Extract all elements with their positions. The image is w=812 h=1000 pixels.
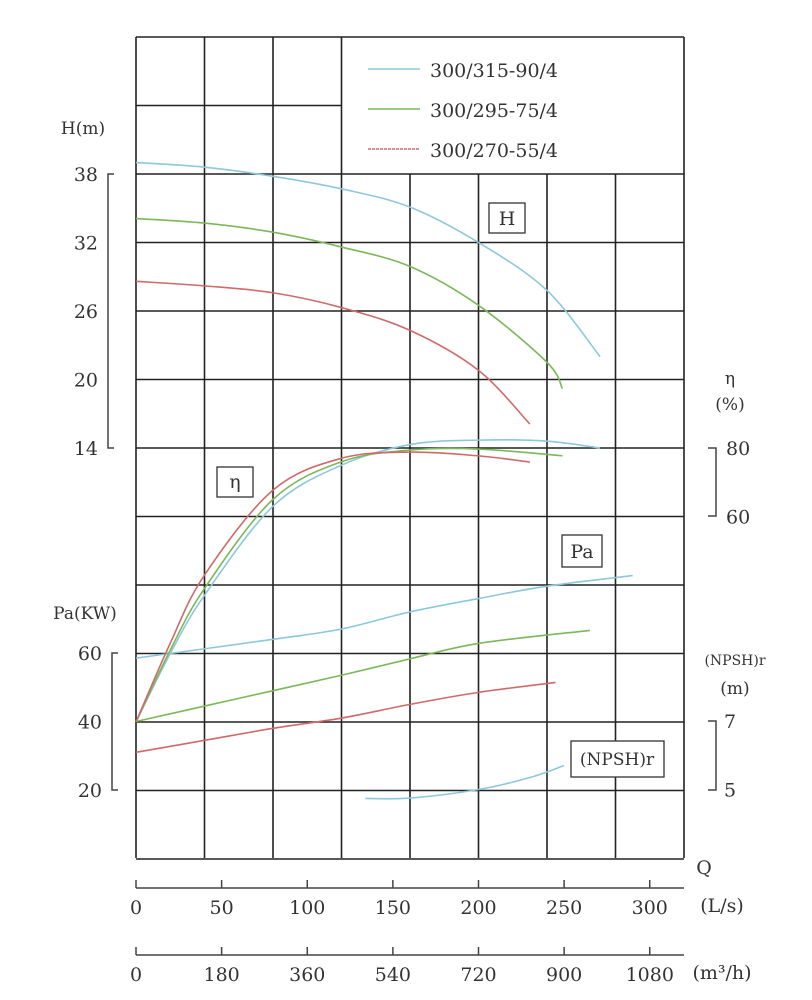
legend-label-2: 300/295-75/4: [430, 100, 558, 122]
q-m3h-tick-label: 0: [130, 964, 142, 986]
H-tick-label: 14: [74, 438, 98, 460]
q-ls-unit: (L/s): [700, 895, 744, 917]
Pa-tick-label: 60: [78, 643, 102, 665]
legend-label-1: 300/315-90/4: [430, 60, 558, 82]
h-curve-300/270-55/4: [135, 280, 531, 425]
eta-tick-label: 80: [726, 438, 750, 460]
pa-curve-label: Pa: [570, 541, 593, 563]
H-tick-label: 20: [74, 370, 98, 392]
eta-axis-unit: (%): [715, 395, 744, 415]
npsh-curve-label: (NPSH)r: [580, 750, 655, 770]
q-m3h-unit: (m³/h): [692, 962, 751, 984]
q-ls-tick-label: 100: [289, 897, 325, 919]
q-ls-tick-label: 50: [210, 897, 234, 919]
q-ls-tick-label: 300: [632, 897, 668, 919]
legend: 300/315-90/4 300/295-75/4 300/270-55/4: [344, 39, 682, 173]
pa-axis-ticks: 60 40 20: [78, 643, 102, 802]
q-axis-ticks: 0 0 50 180 100 360 150 540 200 720 250 900 300 1080: [130, 880, 674, 986]
h-curve-300/295-75/4: [135, 217, 564, 390]
npsh-axis-unit: (m): [720, 679, 749, 699]
q-axis-label: Q: [696, 857, 712, 879]
q-m3h-tick-label: 720: [460, 964, 496, 986]
eta-curve-300/315-90/4: [135, 439, 601, 723]
eta-axis-bracket: [708, 447, 717, 517]
q-ls-tick-label: 250: [546, 897, 582, 919]
legend-background: [344, 39, 682, 173]
h-curve-300/315-90/4: [135, 161, 601, 358]
pa-curve-300/315-90/4: [135, 574, 633, 659]
q-m3h-tick-label: 360: [289, 964, 325, 986]
q-m3h-tick-label: 180: [203, 964, 239, 986]
pa-curve-label-box: [561, 534, 603, 568]
npsh-curve-label-box: [570, 740, 665, 778]
H-tick-label: 26: [74, 301, 98, 323]
q-ls-tick-label: 200: [460, 897, 496, 919]
eta-tick-label: 60: [726, 507, 750, 529]
npsh-axis-label: (NPSH)r: [704, 653, 765, 669]
q-m3h-tick-label: 900: [546, 964, 582, 986]
H-tick-label: 32: [74, 233, 98, 255]
Pa-tick-label: 40: [78, 712, 102, 734]
pa-axis-bracket: [111, 652, 118, 791]
q-m3h-tick-label: 540: [375, 964, 411, 986]
eta-curve-label: η: [229, 471, 240, 493]
pa-curve-300/270-55/4: [135, 681, 556, 754]
pa-axis-label: Pa(KW): [53, 604, 117, 624]
grid: [135, 36, 685, 860]
eta-curve-300/295-75/4: [135, 447, 563, 723]
h-axis-bracket: [107, 173, 114, 449]
Pa-tick-label: 20: [78, 780, 102, 802]
q-m3h-tick-label: 1080: [626, 964, 674, 986]
eta-curve-300/270-55/4: [135, 451, 530, 723]
eta-axis-ticks: 80 60: [726, 438, 750, 529]
legend-label-3: 300/270-55/4: [430, 140, 558, 162]
eta-axis-label: η: [725, 369, 735, 389]
pa-curve-300/295-75/4: [135, 629, 590, 723]
h-axis-ticks: 38 32 26 20 14: [74, 164, 98, 460]
h-curve-label-box: [488, 202, 526, 234]
NPSH-tick-label: 5: [724, 780, 736, 802]
H-tick-label: 38: [74, 164, 98, 186]
h-curve-label: H: [499, 208, 516, 230]
curves: [135, 161, 633, 800]
npsh-axis-ticks: 75: [724, 711, 736, 802]
q-ls-tick-label: 0: [130, 897, 142, 919]
q-ls-tick-label: 150: [375, 897, 411, 919]
npsh-curve-300/315-90/4: [365, 764, 565, 800]
h-axis-label: H(m): [61, 119, 105, 139]
NPSH-tick-label: 7: [724, 711, 736, 733]
eta-curve-label-box: [216, 466, 254, 498]
npsh-axis-bracket: [708, 720, 717, 791]
